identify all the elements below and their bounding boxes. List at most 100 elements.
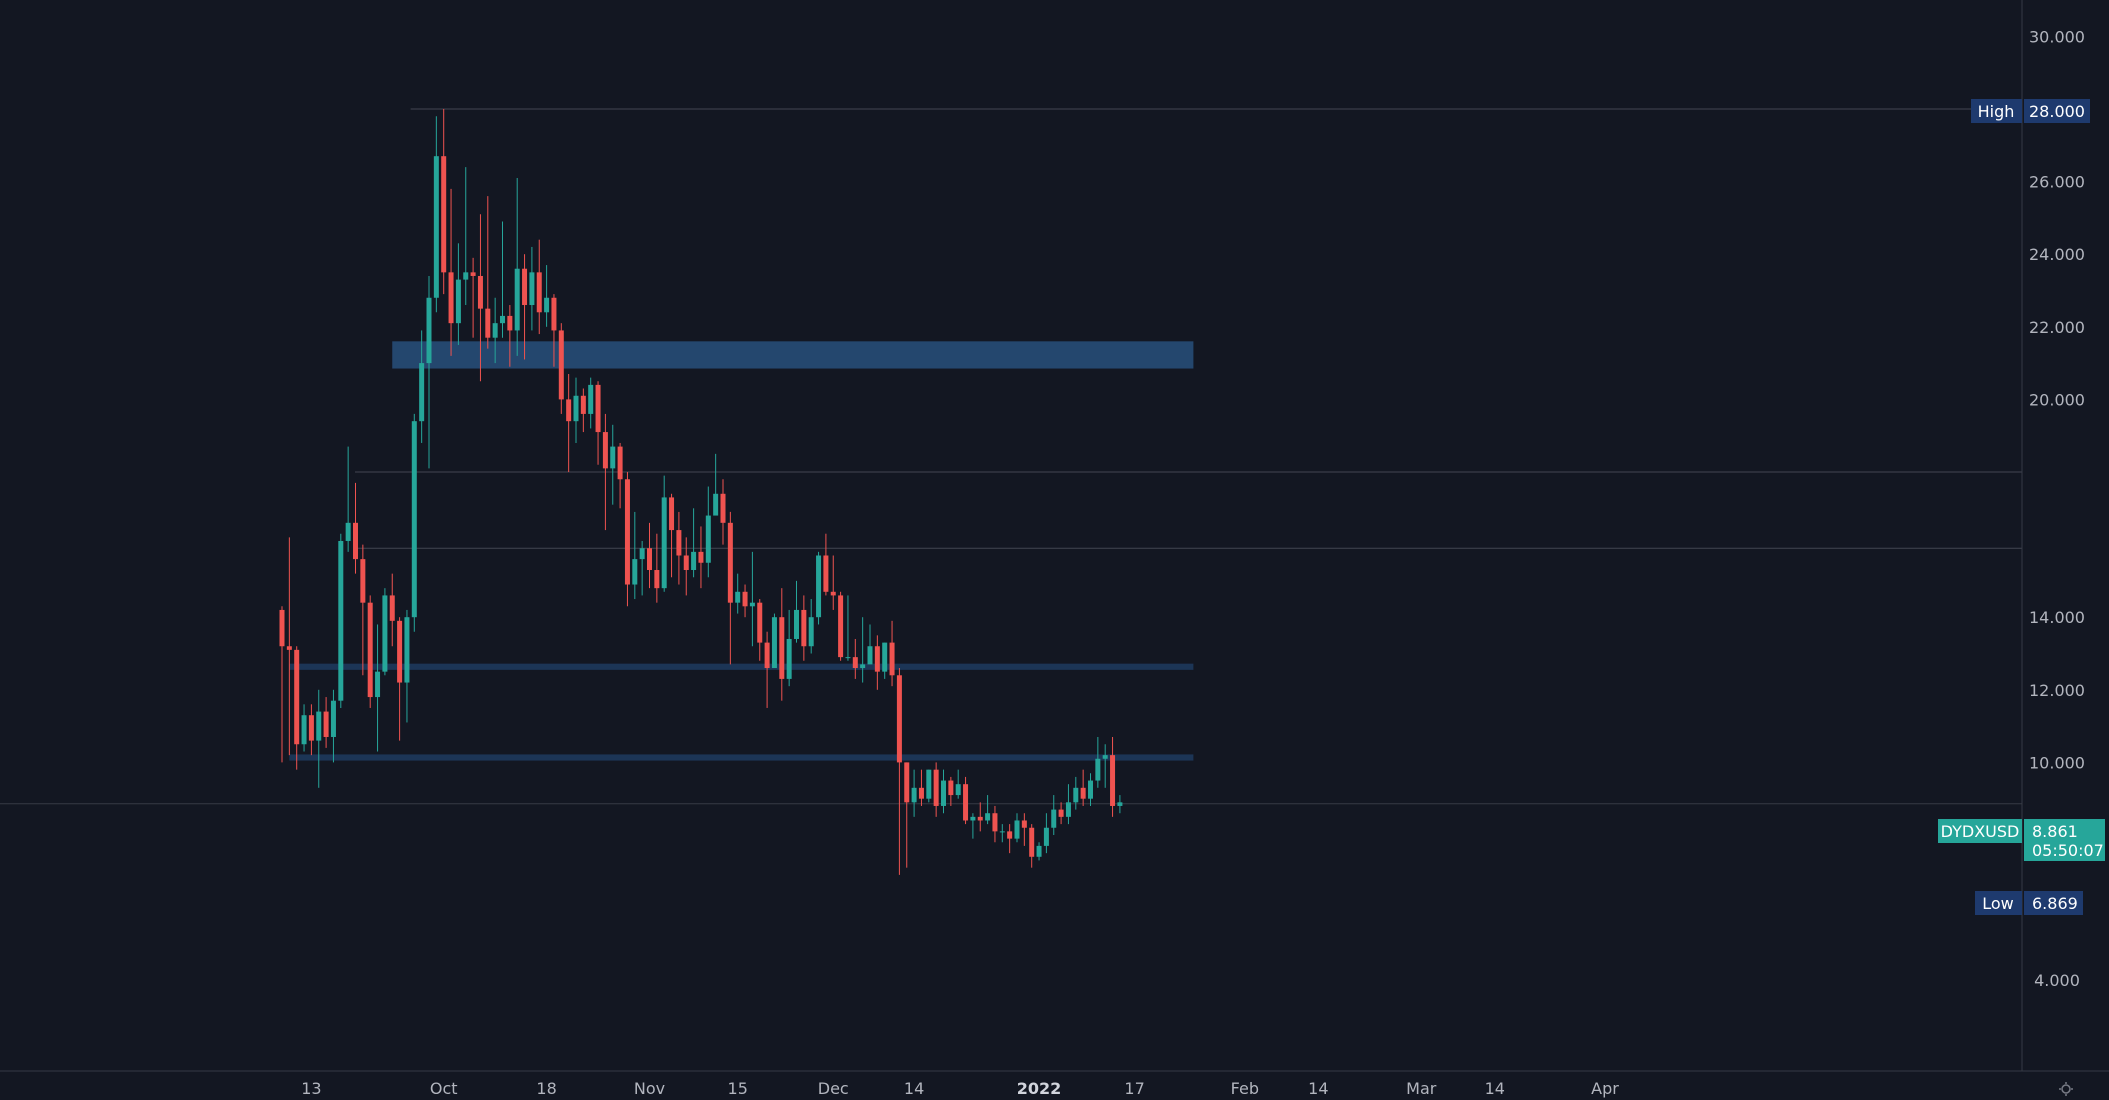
candle-body bbox=[470, 272, 476, 276]
candle-body bbox=[419, 363, 425, 422]
candle-body bbox=[896, 675, 902, 763]
candle-body bbox=[367, 602, 373, 698]
candle-body bbox=[492, 323, 498, 338]
low-tag: Low 6.869 bbox=[1975, 891, 2083, 915]
candle-body bbox=[433, 156, 439, 298]
candle-body bbox=[316, 711, 322, 741]
candle-body bbox=[463, 272, 469, 280]
candle-body bbox=[948, 780, 954, 796]
candle-body bbox=[411, 421, 417, 618]
time-axis[interactable] bbox=[0, 1071, 2109, 1100]
candle-body bbox=[676, 530, 682, 556]
candle-body bbox=[536, 272, 542, 313]
x-tick-label: 14 bbox=[1485, 1079, 1505, 1098]
candle-body bbox=[353, 522, 358, 560]
high-tag: High 28.000 bbox=[1971, 99, 2090, 123]
candle-body bbox=[602, 432, 608, 469]
y-tick-label: 12.000 bbox=[2029, 681, 2085, 700]
candle-body bbox=[691, 551, 697, 571]
x-tick-label: Apr bbox=[1591, 1079, 1619, 1098]
candle-body bbox=[801, 609, 807, 647]
candle-body bbox=[867, 646, 873, 665]
candle-body bbox=[382, 595, 388, 672]
candle-body bbox=[558, 330, 564, 400]
candle-body bbox=[1110, 755, 1116, 806]
candle-body bbox=[588, 384, 594, 414]
y-tick-label: 4.000 bbox=[2034, 971, 2080, 990]
y-tick-label: 10.000 bbox=[2029, 753, 2085, 772]
last-price: 8.861 bbox=[2032, 822, 2078, 841]
candle-body bbox=[529, 272, 535, 306]
candle-body bbox=[698, 551, 704, 563]
candle-body bbox=[720, 493, 726, 523]
candle-body bbox=[918, 787, 924, 799]
candle-body bbox=[441, 156, 447, 273]
candle-body bbox=[426, 297, 432, 364]
candle-body bbox=[874, 646, 880, 672]
candle-body bbox=[742, 591, 748, 607]
candle-body bbox=[1073, 787, 1079, 803]
candle-body bbox=[764, 642, 770, 669]
candle-body bbox=[330, 700, 336, 737]
x-tick-label: Dec bbox=[818, 1079, 849, 1098]
candle-body bbox=[771, 617, 777, 669]
candle-body bbox=[1051, 809, 1057, 828]
candle-body bbox=[749, 602, 755, 607]
x-tick-label: 2022 bbox=[1017, 1079, 1062, 1098]
candle-body bbox=[882, 642, 888, 672]
y-tick-label: 20.000 bbox=[2029, 390, 2085, 409]
high-value: 28.000 bbox=[2029, 102, 2085, 121]
candle-body bbox=[360, 559, 366, 603]
candle-body bbox=[286, 646, 292, 650]
candle-body bbox=[610, 446, 616, 469]
candle-body bbox=[1021, 820, 1027, 828]
candle-body bbox=[705, 515, 711, 563]
candle-body bbox=[727, 522, 733, 603]
candle-body bbox=[779, 617, 785, 679]
candle-body bbox=[926, 769, 932, 799]
low-value: 6.869 bbox=[2032, 894, 2078, 913]
x-tick-label: Oct bbox=[430, 1079, 458, 1098]
candle-body bbox=[838, 595, 844, 658]
candle-body bbox=[970, 816, 976, 821]
candle-body bbox=[308, 715, 314, 741]
candle-body bbox=[1095, 758, 1101, 781]
y-tick-label: 14.000 bbox=[2029, 608, 2085, 627]
candle-body bbox=[595, 384, 601, 433]
candle-body bbox=[397, 620, 403, 683]
settings-gear-icon[interactable] bbox=[2059, 1082, 2073, 1096]
candle-body bbox=[323, 711, 329, 737]
zones-layer bbox=[289, 341, 1194, 761]
candle-body bbox=[544, 297, 550, 313]
candle-body bbox=[889, 642, 895, 676]
candle-body bbox=[522, 268, 528, 306]
candle-body bbox=[514, 268, 520, 331]
candle-body bbox=[448, 272, 454, 324]
x-tick-label: 15 bbox=[728, 1079, 748, 1098]
candle-body bbox=[860, 664, 866, 669]
candle-body bbox=[977, 816, 983, 821]
bar-countdown: 05:50:07 bbox=[2032, 841, 2104, 860]
candle-body bbox=[845, 657, 851, 659]
candle-body bbox=[786, 638, 792, 679]
candle-body bbox=[713, 493, 719, 516]
candle-body bbox=[580, 395, 586, 414]
y-tick-label: 24.000 bbox=[2029, 245, 2085, 264]
candle-body bbox=[933, 769, 939, 806]
time-axis-ticks: 13 Oct 18 Nov 15 Dec 14 2022 17 Feb 14 Mar 14 Apr bbox=[301, 1079, 1619, 1098]
zone-2 bbox=[289, 754, 1194, 761]
x-tick-label: 18 bbox=[536, 1079, 556, 1098]
candle-body bbox=[654, 570, 660, 589]
candle-body bbox=[647, 548, 652, 571]
low-label: Low bbox=[1982, 894, 2014, 913]
candle-body bbox=[794, 609, 799, 639]
candle-body bbox=[830, 591, 836, 596]
candle-body bbox=[632, 559, 638, 585]
candle-body bbox=[375, 671, 381, 698]
candles-layer bbox=[279, 109, 1123, 875]
candle-body bbox=[816, 555, 822, 618]
x-tick-label: 17 bbox=[1124, 1079, 1144, 1098]
price-tags: High 28.000 DYDXUSD 8.861 05:50:07 Low 6… bbox=[1938, 99, 2105, 915]
